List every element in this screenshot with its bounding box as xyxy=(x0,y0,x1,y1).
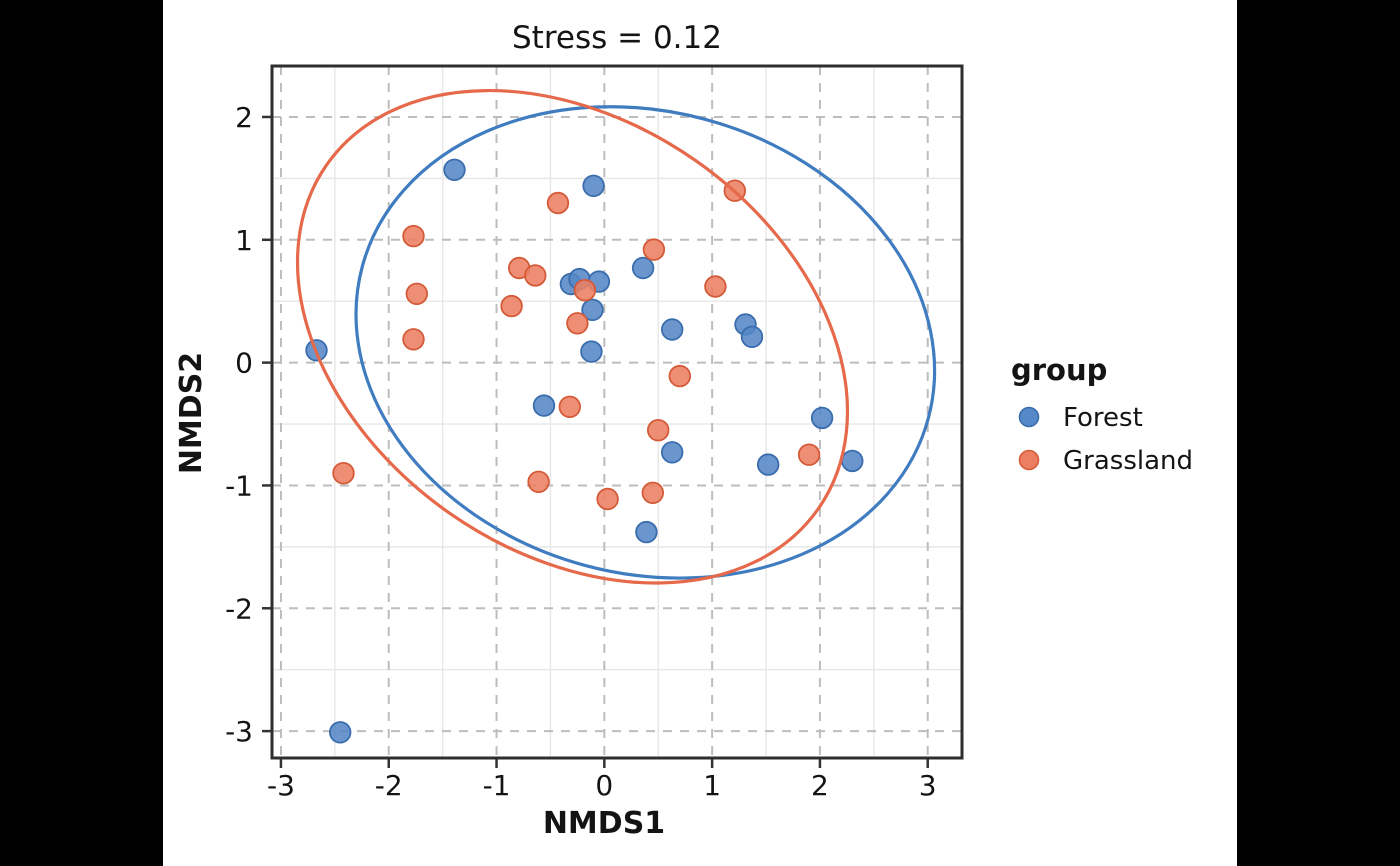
data-point-grassland xyxy=(642,238,666,261)
data-point-grassland xyxy=(647,419,670,442)
legend: group Forest Grassland xyxy=(1011,353,1193,476)
data-point-grassland xyxy=(566,312,589,335)
data-point-grassland xyxy=(527,470,550,494)
data-point-grassland xyxy=(668,364,692,388)
y-tick-label: 2 xyxy=(235,101,253,134)
data-point-grassland xyxy=(405,282,429,306)
legend-title: group xyxy=(1011,353,1107,387)
panel-border xyxy=(270,64,964,760)
data-point-forest xyxy=(580,340,603,363)
data-point-forest xyxy=(661,441,684,464)
scatter-points xyxy=(305,158,864,744)
data-point-forest xyxy=(635,520,658,544)
legend-swatch-grassland xyxy=(1018,449,1040,471)
data-point-forest xyxy=(532,394,556,417)
legend-label-grassland: Grassland xyxy=(1063,446,1193,476)
y-tick-label: -1 xyxy=(225,469,253,502)
data-point-forest xyxy=(582,174,605,198)
data-point-forest xyxy=(661,318,684,341)
data-point-forest xyxy=(810,406,834,430)
axis-tick-marks xyxy=(262,115,929,768)
legend-label-forest: Forest xyxy=(1063,403,1143,433)
data-point-grassland xyxy=(596,487,619,511)
data-point-grassland xyxy=(546,191,570,215)
y-tick-label: 1 xyxy=(235,224,253,257)
data-point-grassland xyxy=(500,294,523,318)
data-point-forest xyxy=(581,298,604,322)
data-point-grassland xyxy=(558,395,582,419)
data-point-grassland xyxy=(402,328,425,351)
data-point-grassland xyxy=(524,264,547,287)
data-point-forest xyxy=(443,158,466,182)
x-tick-label: -1 xyxy=(483,769,511,802)
x-tick-label: -3 xyxy=(267,769,295,802)
x-axis-title: NMDS1 xyxy=(543,806,665,841)
x-tick-label: 0 xyxy=(595,769,613,802)
legend-swatch-forest xyxy=(1018,406,1040,428)
x-tick-label: -2 xyxy=(375,769,403,802)
plot-title: Stress = 0.12 xyxy=(512,20,722,56)
data-point-grassland xyxy=(573,279,597,302)
data-point-grassland xyxy=(332,462,355,485)
data-point-grassland xyxy=(797,443,821,466)
figure-background xyxy=(163,0,1237,866)
y-axis-title: NMDS2 xyxy=(174,352,209,474)
data-point-grassland xyxy=(641,481,665,505)
data-point-grassland xyxy=(402,224,425,248)
data-point-forest xyxy=(329,721,352,744)
y-tick-label: 0 xyxy=(235,347,253,380)
x-tick-label: 2 xyxy=(811,769,829,802)
data-point-forest xyxy=(757,453,780,476)
y-tick-label: -3 xyxy=(225,715,253,748)
axis-tick-labels: -3 -2 -1 0 1 2 3 2 1 0 -1 -2 -3 xyxy=(225,101,937,802)
data-point-grassland xyxy=(704,275,727,298)
y-tick-label: -2 xyxy=(225,592,253,625)
x-tick-label: 1 xyxy=(703,769,721,802)
ellipse-grassland xyxy=(295,88,850,585)
data-point-forest xyxy=(841,449,864,473)
data-point-forest xyxy=(740,325,764,349)
data-point-forest xyxy=(631,256,655,280)
x-tick-label: 3 xyxy=(919,769,937,802)
